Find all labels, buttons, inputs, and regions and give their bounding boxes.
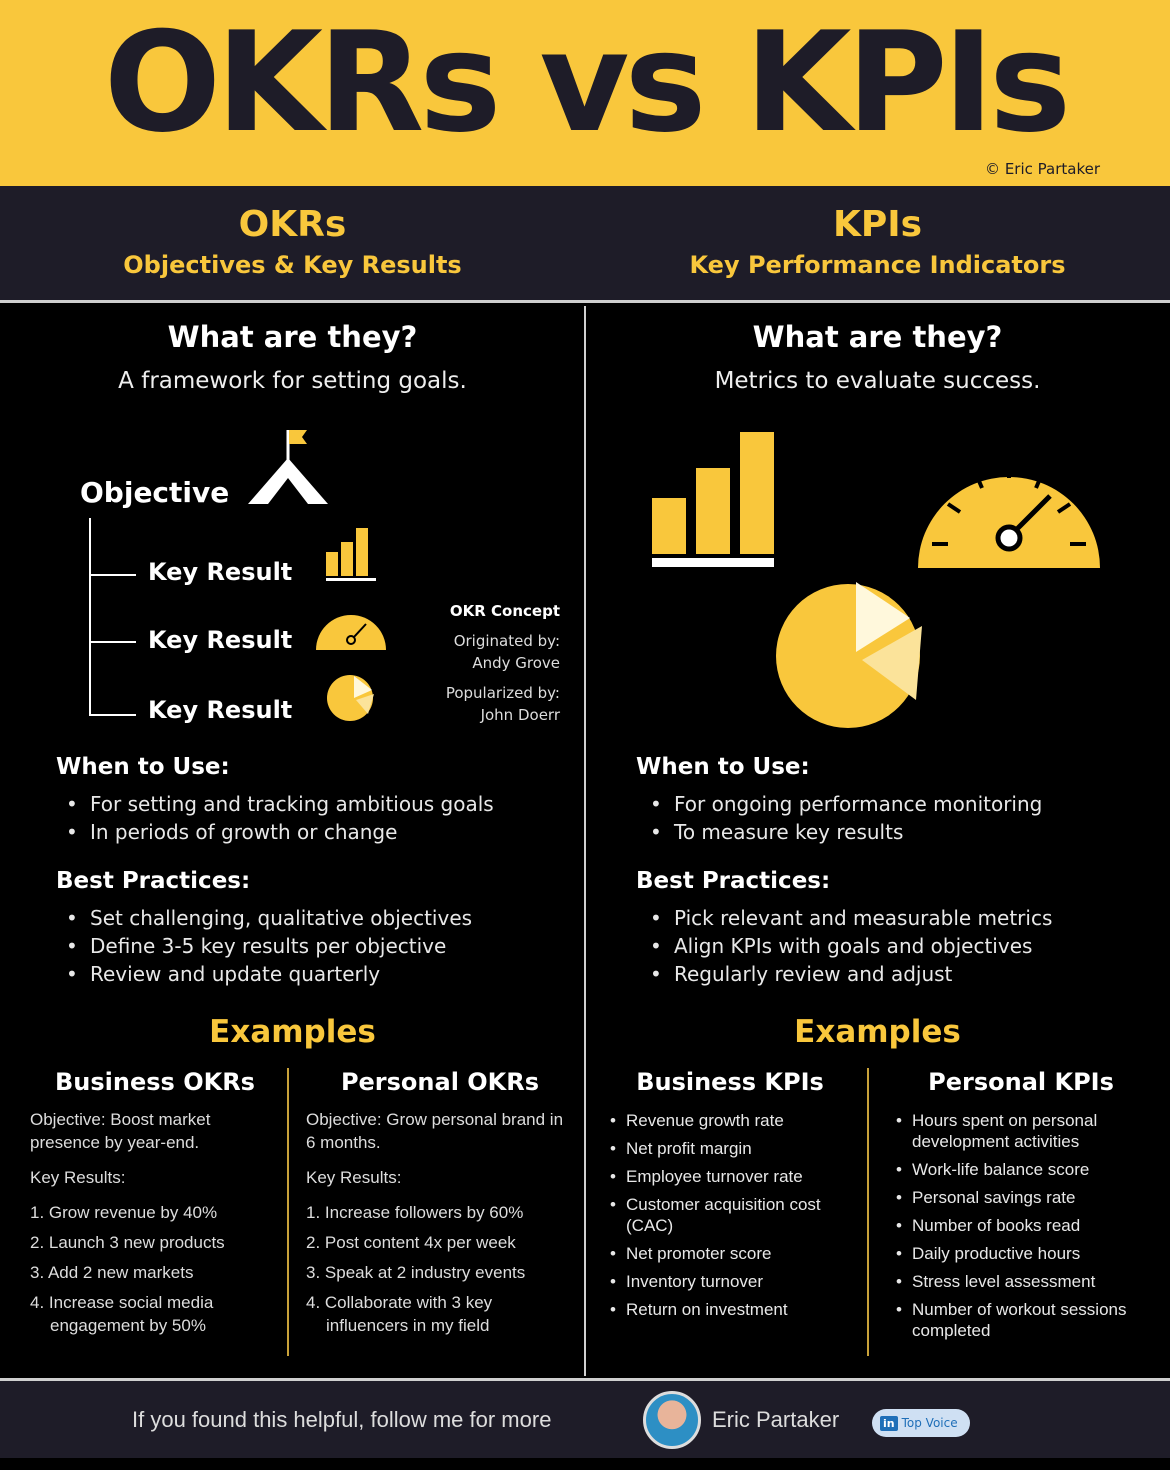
okr-best-heading: Best Practices: — [56, 868, 251, 894]
okr-question: What are they? — [167, 320, 418, 354]
okr-subtitle: Objectives & Key Results — [123, 251, 462, 279]
list-item: Align KPIs with goals and objectives — [640, 932, 1052, 960]
list-item: Personal savings rate — [896, 1187, 1146, 1208]
personal-objective: Objective: Grow personal brand in 6 mont… — [306, 1110, 564, 1152]
list-item: 1. Grow revenue by 40% — [30, 1203, 218, 1222]
business-objective: Objective: Boost market presence by year… — [30, 1110, 211, 1152]
key-result-1: Key Result — [148, 558, 293, 586]
pie-chart-icon — [327, 675, 374, 721]
column-divider — [584, 306, 586, 1376]
list-item: For ongoing performance monitoring — [640, 790, 1042, 818]
list-item: 2. Post content 4x per week — [306, 1233, 516, 1252]
okr-header: OKRs Objectives & Key Results — [0, 186, 585, 279]
okr-concept: OKR Concept Originated by: Andy Grove Po… — [400, 600, 560, 726]
okr-when-list: For setting and tracking ambitious goals… — [56, 790, 494, 846]
examples-divider — [867, 1068, 869, 1356]
list-item: 4. Increase social media engagement by 5… — [30, 1293, 214, 1335]
badge-label: Top Voice — [901, 1416, 958, 1430]
kpi-subtitle: Key Performance Indicators — [689, 251, 1066, 279]
personal-okrs: Personal OKRs Objective: Grow personal b… — [306, 1068, 574, 1344]
list-item: In periods of growth or change — [56, 818, 494, 846]
list-item: Inventory turnover — [610, 1271, 850, 1292]
list-item: Number of books read — [896, 1215, 1146, 1236]
list-item: Review and update quarterly — [56, 960, 472, 988]
list-item: Net promoter score — [610, 1243, 850, 1264]
list-item: Set challenging, qualitative objectives — [56, 904, 472, 932]
gauge-icon — [918, 462, 1100, 568]
kpi-answer: Metrics to evaluate success. — [714, 368, 1041, 394]
personal-kr-label: Key Results: — [306, 1168, 402, 1187]
personal-okrs-title: Personal OKRs — [340, 1068, 540, 1096]
list-item: Net profit margin — [610, 1138, 850, 1159]
kpi-when-list: For ongoing performance monitoring To me… — [640, 790, 1042, 846]
header: OKRs vs KPIs © Eric Partaker — [0, 0, 1170, 186]
list-item: Employee turnover rate — [610, 1166, 850, 1187]
list-item: Pick relevant and measurable metrics — [640, 904, 1052, 932]
list-item: Customer acquisition cost (CAC) — [610, 1194, 850, 1236]
linkedin-icon: in — [880, 1415, 898, 1431]
footer: If you found this helpful, follow me for… — [0, 1378, 1170, 1458]
list-item: Return on investment — [610, 1299, 850, 1320]
list-item: Stress level assessment — [896, 1271, 1146, 1292]
gauge-icon — [316, 615, 386, 650]
okr-title: OKRs — [238, 204, 347, 245]
okr-best-list: Set challenging, qualitative objectives … — [56, 904, 472, 988]
kpi-examples-heading: Examples — [794, 1014, 961, 1050]
business-kpis-title: Business KPIs — [636, 1068, 824, 1096]
list-item: 3. Add 2 new markets — [30, 1263, 194, 1282]
tree-lines — [89, 518, 136, 716]
business-kr-label: Key Results: — [30, 1168, 126, 1187]
author-name[interactable]: Eric Partaker — [712, 1407, 840, 1432]
list-item: Number of workout sessions completed — [896, 1299, 1146, 1341]
bar-chart-icon — [326, 528, 376, 581]
bar-chart-icon — [652, 432, 774, 567]
list-item: To measure key results — [640, 818, 1042, 846]
business-okrs-title: Business OKRs — [55, 1068, 255, 1096]
popularized-label: Popularized by: — [445, 684, 560, 702]
list-item: 4. Collaborate with 3 key influencers in… — [306, 1293, 493, 1335]
pie-chart-icon — [776, 582, 922, 728]
okr-examples-heading: Examples — [209, 1014, 376, 1050]
list-item: 3. Speak at 2 industry events — [306, 1263, 526, 1282]
personal-kpis-title: Personal KPIs — [928, 1068, 1114, 1096]
list-item: Work-life balance score — [896, 1159, 1146, 1180]
list-item: 2. Launch 3 new products — [30, 1233, 225, 1252]
column-headers: OKRs Objectives & Key Results KPIs Key P… — [0, 186, 1170, 303]
examples-divider — [287, 1068, 289, 1356]
okr-when-heading: When to Use: — [56, 754, 230, 780]
avatar[interactable] — [643, 1391, 701, 1449]
kpi-header: KPIs Key Performance Indicators — [585, 186, 1170, 279]
footer-cta: If you found this helpful, follow me for… — [132, 1407, 552, 1432]
concept-title: OKR Concept — [449, 602, 560, 620]
originated-label: Originated by: — [453, 632, 560, 650]
kpi-best-list: Pick relevant and measurable metrics Ali… — [640, 904, 1052, 988]
list-item: Revenue growth rate — [610, 1110, 850, 1131]
key-result-3: Key Result — [148, 696, 293, 724]
originated-name: Andy Grove — [472, 654, 560, 672]
key-result-2: Key Result — [148, 626, 293, 654]
objective-label: Objective — [80, 476, 230, 509]
list-item: 1. Increase followers by 60% — [306, 1203, 524, 1222]
list-item: Hours spent on personal development acti… — [896, 1110, 1146, 1152]
okr-answer: A framework for setting goals. — [118, 368, 467, 394]
copyright: © Eric Partaker — [985, 160, 1100, 178]
popularized-name: John Doerr — [480, 706, 560, 724]
business-kpis: Business KPIs Revenue growth rate Net pr… — [610, 1068, 850, 1327]
list-item: For setting and tracking ambitious goals — [56, 790, 494, 818]
kpi-best-heading: Best Practices: — [636, 868, 831, 894]
page-title: OKRs vs KPIs — [103, 2, 1071, 163]
kpi-title: KPIs — [832, 204, 923, 245]
list-item: Define 3-5 key results per objective — [56, 932, 472, 960]
mountain-flag-icon — [248, 430, 328, 504]
kpi-when-heading: When to Use: — [636, 754, 810, 780]
top-voice-badge[interactable]: in Top Voice — [872, 1409, 970, 1437]
list-item: Regularly review and adjust — [640, 960, 1052, 988]
business-okrs: Business OKRs Objective: Boost market pr… — [30, 1068, 280, 1344]
list-item: Daily productive hours — [896, 1243, 1146, 1264]
personal-kpis: Personal KPIs Hours spent on personal de… — [896, 1068, 1146, 1348]
kpi-question: What are they? — [752, 320, 1003, 354]
